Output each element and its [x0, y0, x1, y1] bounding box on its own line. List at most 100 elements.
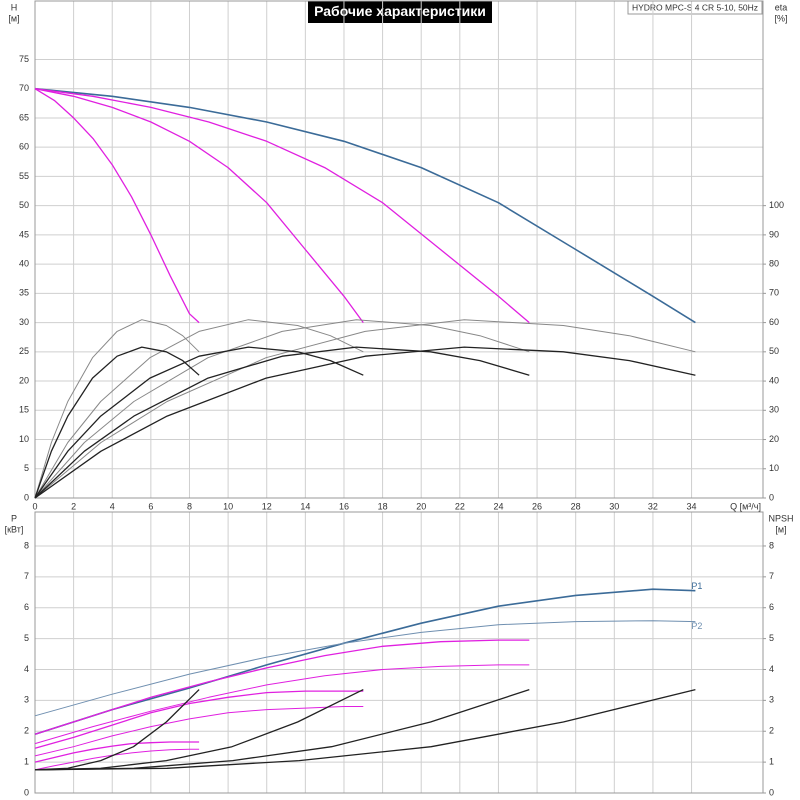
y-tick-label: 1	[24, 756, 29, 766]
curve	[34, 319, 364, 499]
y-tick-label: 60	[19, 142, 29, 152]
y2-tick-label: 30	[769, 405, 779, 415]
curve	[34, 346, 200, 499]
y-tick-label: 50	[19, 200, 29, 210]
x-tick-label: 4	[110, 501, 115, 511]
curve	[34, 690, 364, 749]
curve	[34, 346, 530, 499]
y-tick-label: 40	[19, 258, 29, 268]
y-tick-label: 0	[24, 492, 29, 502]
x-tick-label: 22	[455, 501, 465, 511]
x-tick-label: 14	[300, 501, 310, 511]
y2-tick-label: 2	[769, 726, 774, 736]
curve	[34, 748, 200, 771]
y-tick-label: 0	[24, 787, 29, 797]
curve	[34, 87, 696, 324]
y2-axis-unit: [%]	[774, 13, 787, 23]
curve	[34, 664, 530, 745]
curve	[34, 588, 696, 736]
y-tick-label: 4	[24, 664, 29, 674]
x-tick-label: 6	[148, 501, 153, 511]
y2-tick-label: 40	[769, 375, 779, 385]
curve	[34, 688, 530, 771]
x-tick-label: 34	[687, 501, 697, 511]
curve	[34, 88, 364, 323]
curve	[34, 88, 200, 324]
x-tick-label: 2	[71, 501, 76, 511]
y2-axis-title: eta	[775, 2, 788, 12]
y-tick-label: 65	[19, 112, 29, 122]
y2-tick-label: 5	[769, 633, 774, 643]
y-tick-label: 6	[24, 602, 29, 612]
x-tick-label: 8	[187, 501, 192, 511]
curve	[34, 620, 696, 717]
curve	[34, 706, 364, 757]
y2-axis-unit: [м]	[775, 524, 786, 534]
y-tick-label: 7	[24, 571, 29, 581]
curve	[34, 688, 696, 771]
x-tick-label: 0	[32, 501, 37, 511]
y-tick-label: 10	[19, 434, 29, 444]
x-tick-label: 12	[262, 501, 272, 511]
y-tick-label: 30	[19, 317, 29, 327]
curve	[34, 319, 200, 499]
y2-tick-label: 0	[769, 787, 774, 797]
y2-tick-label: 50	[769, 346, 779, 356]
y-tick-label: 5	[24, 633, 29, 643]
curve	[34, 639, 530, 735]
x-tick-label: 18	[378, 501, 388, 511]
curve	[34, 88, 530, 324]
y2-tick-label: 4	[769, 664, 774, 674]
y-tick-label: 20	[19, 375, 29, 385]
y-tick-label: 35	[19, 288, 29, 298]
x-tick-label: 16	[339, 501, 349, 511]
y2-axis-title: NPSH	[768, 513, 793, 523]
chart-title: Рабочие характеристики	[314, 3, 486, 19]
y-tick-label: 55	[19, 171, 29, 181]
x-tick-label: 20	[416, 501, 426, 511]
y-tick-label: 70	[19, 83, 29, 93]
curve	[34, 689, 200, 771]
y2-tick-label: 60	[769, 317, 779, 327]
y-tick-label: 8	[24, 540, 29, 550]
x-tick-label: 28	[571, 501, 581, 511]
x-tick-label: 30	[609, 501, 619, 511]
title-box	[308, 1, 492, 23]
model-label: HYDRO MPC-S 4 CR 5-10, 50Hz	[632, 2, 758, 12]
y-axis-title: P	[11, 513, 17, 523]
y2-tick-label: 100	[769, 200, 784, 210]
y-tick-label: 25	[19, 346, 29, 356]
y-tick-label: 3	[24, 695, 29, 705]
y2-tick-label: 6	[769, 602, 774, 612]
y2-tick-label: 90	[769, 229, 779, 239]
y2-tick-label: 80	[769, 258, 779, 268]
plot-frame	[34, 0, 764, 499]
x-tick-label: 32	[648, 501, 658, 511]
curve	[34, 319, 530, 499]
y2-tick-label: 10	[769, 463, 779, 473]
curve	[34, 346, 696, 499]
y-tick-label: 2	[24, 726, 29, 736]
curve	[34, 346, 364, 499]
y2-tick-label: 3	[769, 695, 774, 705]
y-tick-label: 45	[19, 229, 29, 239]
y2-tick-label: 8	[769, 540, 774, 550]
y-tick-label: 5	[24, 463, 29, 473]
y-axis-title: H	[11, 2, 18, 12]
x-tick-label: 24	[493, 501, 503, 511]
x-tick-label: 26	[532, 501, 542, 511]
x-tick-label: 10	[223, 501, 233, 511]
y2-tick-label: 20	[769, 434, 779, 444]
y-axis-unit: [кВт]	[5, 524, 24, 534]
curve	[34, 319, 696, 499]
y-axis-unit: [м]	[8, 13, 19, 23]
curve	[34, 741, 200, 763]
y-tick-label: 15	[19, 405, 29, 415]
plot-frame	[34, 511, 764, 794]
y2-tick-label: 70	[769, 288, 779, 298]
x-axis-title: Q [м³/ч]	[730, 501, 761, 511]
curve-label: P1	[691, 581, 702, 591]
curve-label: P2	[691, 621, 702, 631]
y2-tick-label: 1	[769, 756, 774, 766]
y2-tick-label: 7	[769, 571, 774, 581]
